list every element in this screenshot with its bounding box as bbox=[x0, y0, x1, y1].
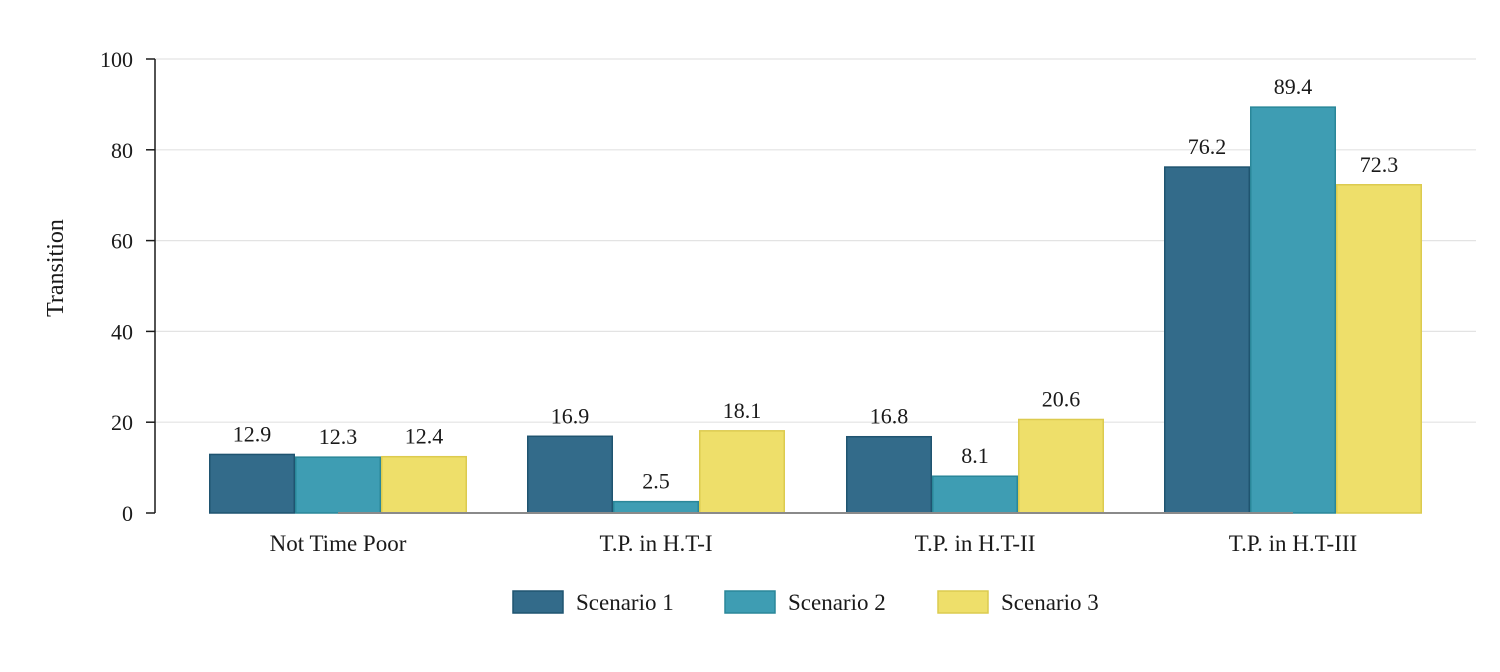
bar-scenario-2-0[interactable] bbox=[295, 456, 381, 514]
legend-swatch bbox=[937, 590, 989, 614]
y-tick-label: 0 bbox=[122, 501, 133, 526]
data-label: 12.9 bbox=[233, 421, 272, 446]
y-tick-label: 20 bbox=[111, 410, 133, 435]
bar-scenario-2-3[interactable] bbox=[1250, 106, 1336, 514]
legend-label: Scenario 3 bbox=[1001, 590, 1099, 615]
legend-item[interactable]: Scenario 1 bbox=[512, 590, 674, 615]
data-label: 18.1 bbox=[723, 398, 762, 423]
data-labels: 12.9 16.9 16.8 76.2 12.3 2.5 8.1 89.4 12.4 18.1 20… bbox=[233, 74, 1399, 494]
data-label: 8.1 bbox=[961, 443, 989, 468]
data-label: 20.6 bbox=[1042, 386, 1081, 411]
bar-scenario-3-0[interactable] bbox=[381, 455, 467, 514]
x-category-label: T.P. in H.T-I bbox=[599, 531, 712, 556]
bar-scenario-1-3[interactable] bbox=[1164, 166, 1250, 514]
legend-item[interactable]: Scenario 3 bbox=[937, 590, 1099, 615]
data-label: 76.2 bbox=[1188, 134, 1227, 159]
legend: Scenario 1 Scenario 2 Scenario 3 bbox=[512, 590, 1099, 615]
legend-swatch bbox=[724, 590, 776, 614]
data-label: 16.9 bbox=[551, 403, 590, 428]
y-tick-label: 100 bbox=[100, 47, 133, 72]
data-label: 12.3 bbox=[319, 424, 358, 449]
bar-scenario-2-1[interactable] bbox=[613, 500, 699, 514]
data-label: 12.4 bbox=[405, 424, 444, 449]
x-axis-labels: Not Time Poor T.P. in H.T-I T.P. in H.T-II… bbox=[270, 531, 1358, 556]
y-axis-ticks: 0 20 40 60 80 100 bbox=[100, 47, 155, 526]
bar-scenario-3-2[interactable] bbox=[1018, 418, 1104, 514]
y-tick-label: 40 bbox=[111, 319, 133, 344]
x-category-label: Not Time Poor bbox=[270, 531, 407, 556]
data-label: 72.3 bbox=[1360, 152, 1399, 177]
y-tick-label: 80 bbox=[111, 138, 133, 163]
legend-swatch bbox=[512, 590, 564, 614]
x-category-label: T.P. in H.T-III bbox=[1229, 531, 1357, 556]
bar-scenario-3-1[interactable] bbox=[699, 430, 785, 514]
bar-scenario-3-3[interactable] bbox=[1336, 184, 1422, 514]
bar-scenario-1-2[interactable] bbox=[846, 435, 932, 514]
data-label: 16.8 bbox=[870, 404, 909, 429]
x-category-label: T.P. in H.T-II bbox=[915, 531, 1036, 556]
data-label: 2.5 bbox=[642, 469, 670, 494]
bar-scenario-2-2[interactable] bbox=[932, 475, 1018, 514]
y-axis-title: Transition bbox=[43, 219, 69, 317]
bar-scenario-1-0[interactable] bbox=[209, 453, 295, 514]
data-label: 89.4 bbox=[1274, 74, 1313, 99]
legend-label: Scenario 1 bbox=[576, 590, 674, 615]
y-tick-label: 60 bbox=[111, 229, 133, 254]
bars bbox=[209, 106, 1422, 514]
legend-item[interactable]: Scenario 2 bbox=[724, 590, 886, 615]
bar-scenario-1-1[interactable] bbox=[527, 435, 613, 514]
legend-label: Scenario 2 bbox=[788, 590, 886, 615]
